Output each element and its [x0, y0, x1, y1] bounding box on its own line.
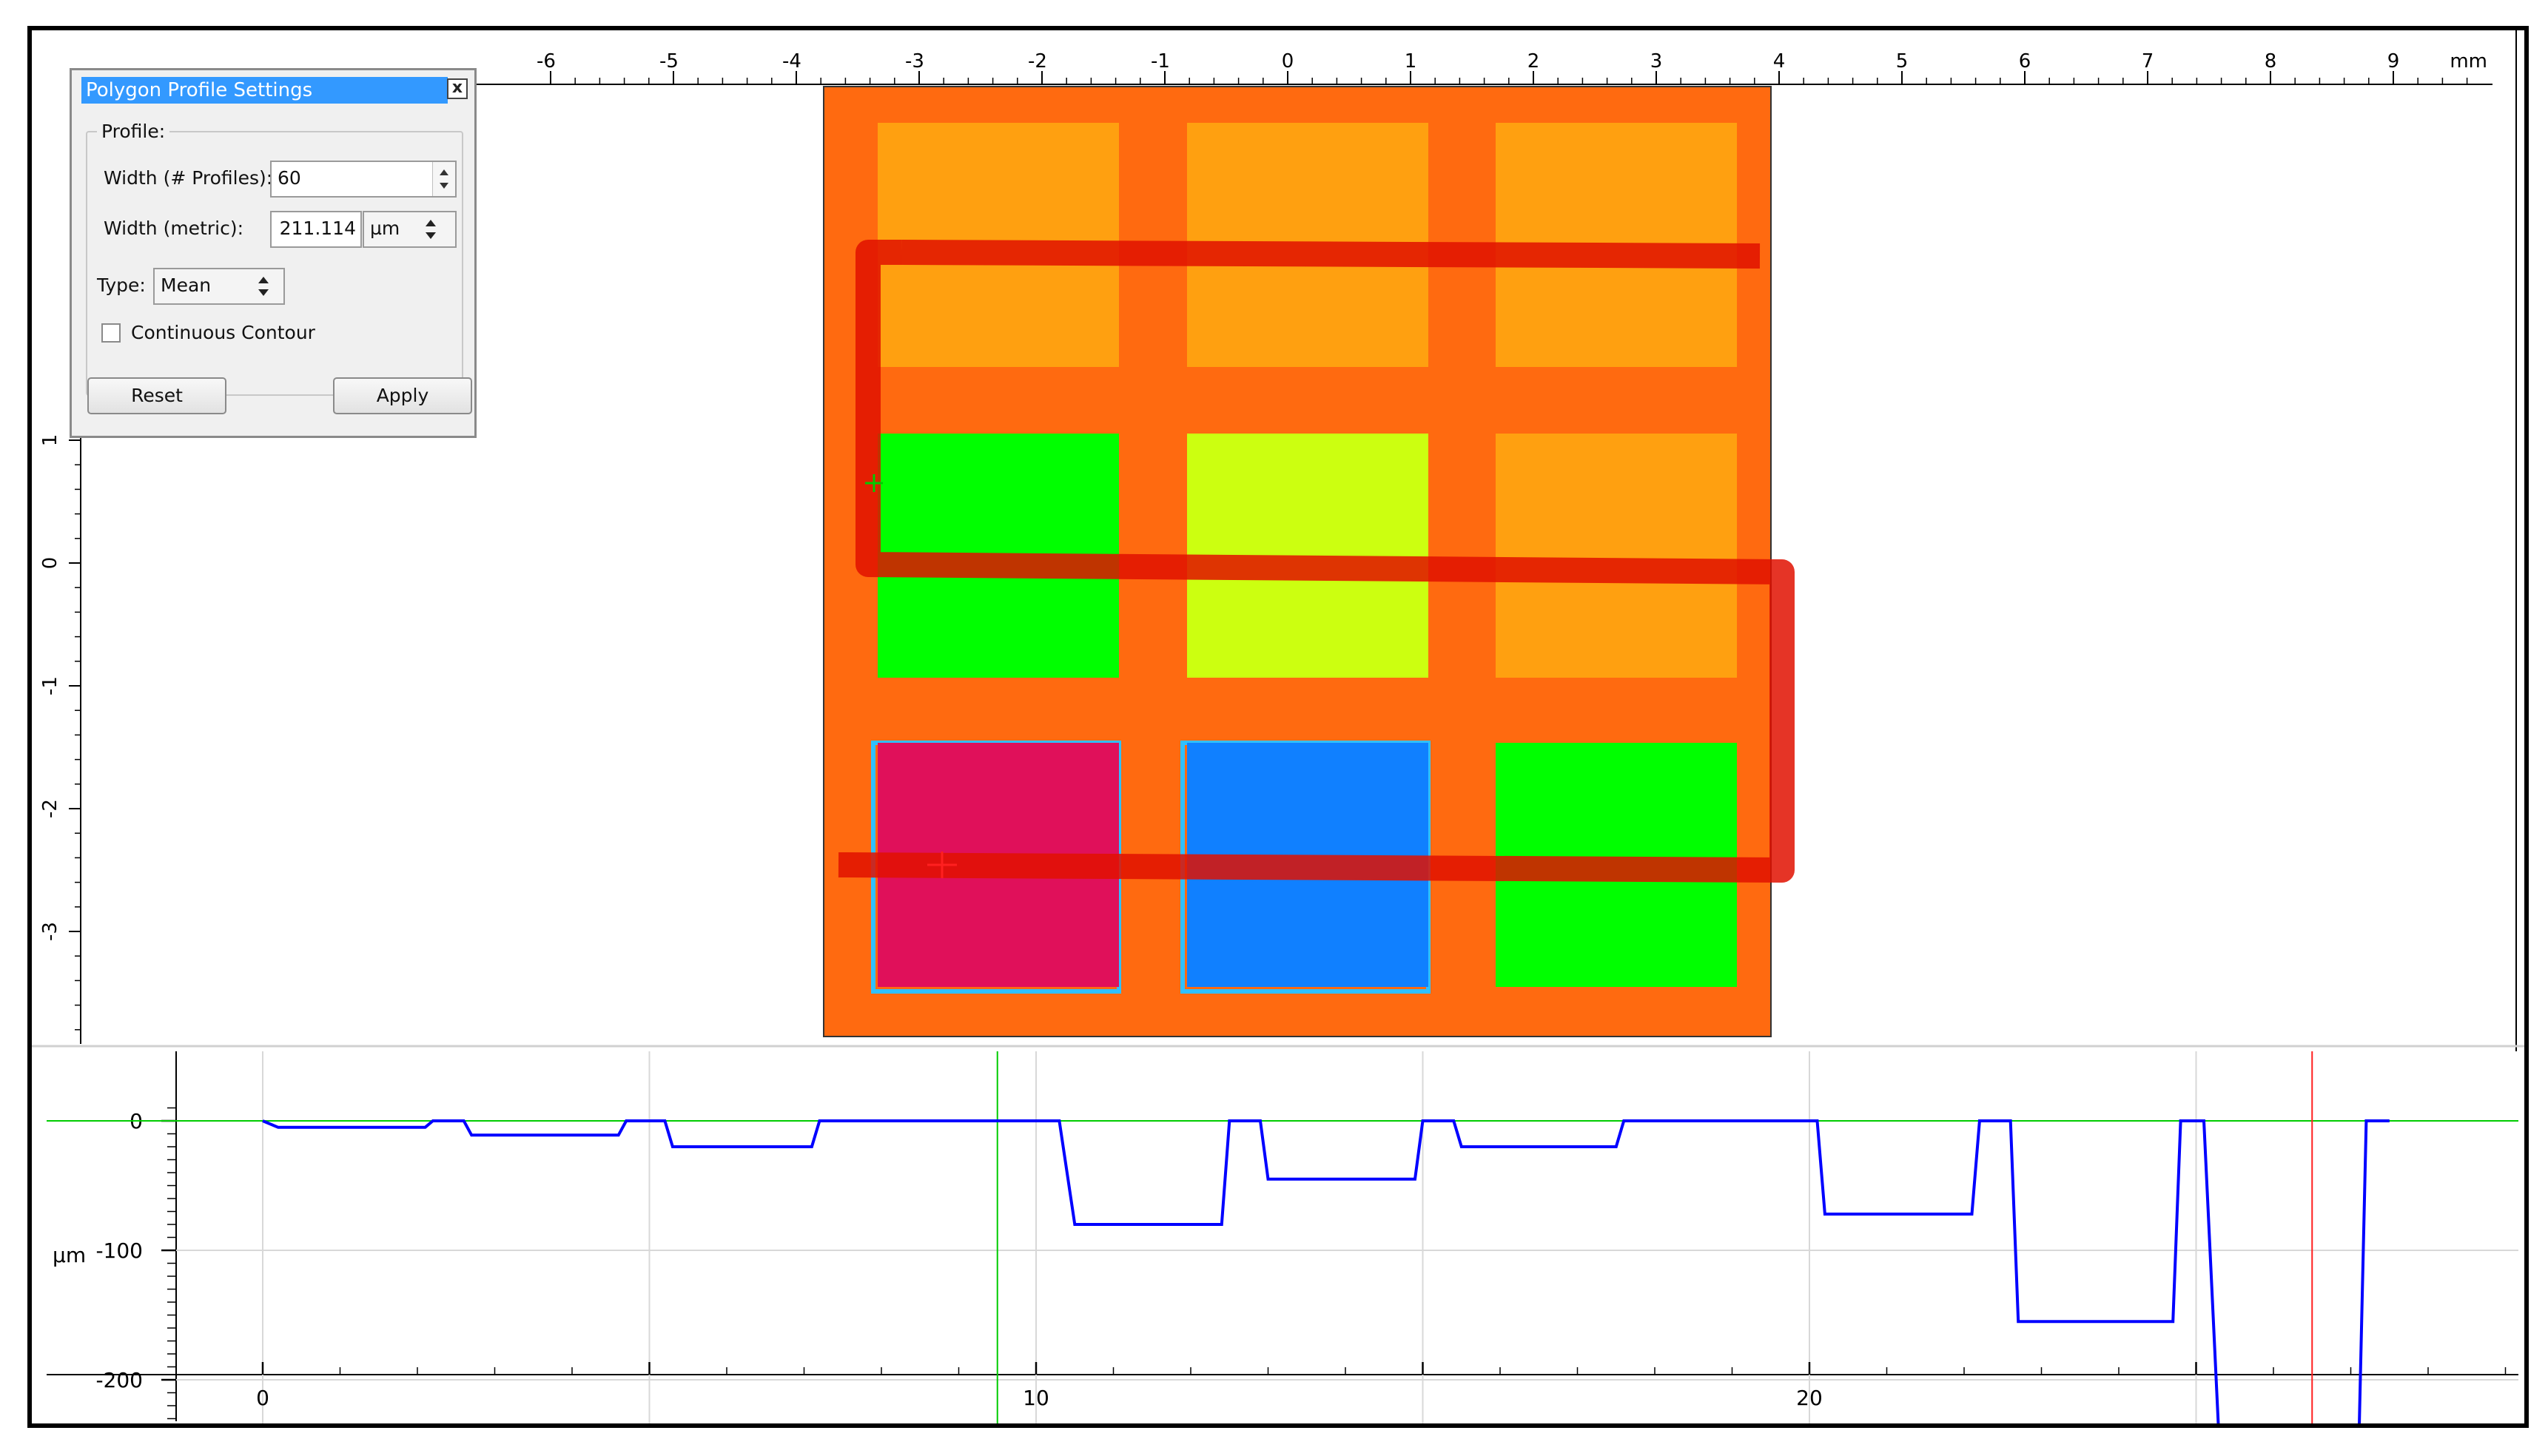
top-ruler: -6 -5 -4 -3 -2 -1 0 1 2 3 4 5 6 7 8 9 mm [446, 50, 2492, 85]
profile-chart[interactable]: 0 -100 -200 0 10 20 µm [32, 1051, 2524, 1428]
width-metric-label: Width (metric): [104, 218, 244, 239]
y-tick-labels: 0-100-200 [95, 1109, 143, 1392]
type-select[interactable]: Mean [153, 268, 285, 305]
x-ruler-tick-label: -2 [1028, 50, 1047, 73]
chart-background [32, 1051, 2524, 1423]
app-window: -6 -5 -4 -3 -2 -1 0 1 2 3 4 5 6 7 8 9 mm 1 0 -1 -2 -3 [27, 26, 2529, 1428]
polygon-profile-path[interactable] [838, 240, 1795, 883]
x-tick-labels: 0 10 20 [256, 1386, 1823, 1410]
close-icon[interactable]: x [447, 78, 468, 99]
type-label: Type: [97, 274, 146, 296]
x-ruler-tick-label: 8 [2265, 50, 2277, 73]
y-ruler-tick-label: 0 [39, 557, 61, 570]
x-ruler-tick-label: 1 [1405, 50, 1417, 73]
x-ruler-tick-label: -5 [659, 50, 679, 73]
width-profiles-spinner[interactable] [432, 162, 455, 196]
y-unit-label: µm [53, 1243, 86, 1267]
reset-button[interactable]: Reset [87, 377, 226, 414]
x-ruler-tick-label: 2 [1527, 50, 1540, 73]
profile-series-line [262, 1119, 2390, 1423]
x-tick-label: 10 [1023, 1386, 1049, 1410]
y-tick-label: -200 [95, 1368, 143, 1392]
profile-group [86, 131, 463, 396]
x-ruler-tick-label: -6 [537, 50, 556, 73]
profile-group-title: Profile: [97, 121, 170, 142]
width-profiles-input[interactable]: 60 [270, 161, 457, 198]
type-select-arrows-icon [252, 269, 275, 303]
spin-arrows-icon [440, 169, 448, 189]
x-ruler-tick-label: -4 [782, 50, 801, 73]
y-ruler-tick-label: 1 [39, 434, 61, 447]
x-ruler-tick-label: 5 [1896, 50, 1909, 73]
y-tick-label: -100 [95, 1238, 143, 1263]
x-tick-label: 20 [1796, 1386, 1823, 1410]
width-profiles-label: Width (# Profiles): [104, 167, 273, 189]
polygon-profile-settings-dialog: Polygon Profile Settings x Profile: Widt… [70, 68, 477, 438]
dialog-title[interactable]: Polygon Profile Settings [81, 77, 448, 104]
x-ruler-tick-label: 7 [2142, 50, 2154, 73]
x-ruler-tick-label: 0 [1282, 50, 1294, 73]
width-metric-unit-select[interactable]: µm [363, 211, 457, 248]
width-metric-input[interactable]: 211.114 [270, 211, 362, 248]
x-ruler-tick-label: -1 [1151, 50, 1170, 73]
x-ruler-tick-label: 3 [1650, 50, 1663, 73]
x-ruler-tick-label: 6 [2019, 50, 2031, 73]
unit-select-arrows-icon [420, 212, 442, 246]
chart-grid [161, 1051, 2518, 1423]
y-ruler-tick-label: -2 [39, 799, 61, 818]
start-marker [865, 474, 883, 492]
end-marker [927, 852, 957, 878]
x-tick-label: 0 [256, 1386, 269, 1410]
apply-button[interactable]: Apply [333, 377, 472, 414]
y-ruler-tick-label: -1 [39, 676, 61, 695]
y-ruler-tick-label: -3 [39, 922, 61, 941]
continuous-contour-label: Continuous Contour [131, 322, 315, 343]
x-ruler-tick-label: -3 [905, 50, 924, 73]
continuous-contour-checkbox[interactable] [101, 323, 121, 343]
left-ruler: 1 0 -1 -2 -3 [39, 430, 81, 1044]
x-ruler-tick-label: 4 [1773, 50, 1786, 73]
image-view[interactable]: -6 -5 -4 -3 -2 -1 0 1 2 3 4 5 6 7 8 9 mm 1 0 -1 -2 -3 [32, 30, 2524, 1051]
pad-orange [1496, 434, 1737, 678]
x-ruler-tick-label: 9 [2387, 50, 2400, 73]
x-unit-label: mm [2450, 50, 2487, 73]
height-map-image [823, 86, 1795, 1037]
polygon-profile-path-top[interactable] [901, 240, 1761, 269]
